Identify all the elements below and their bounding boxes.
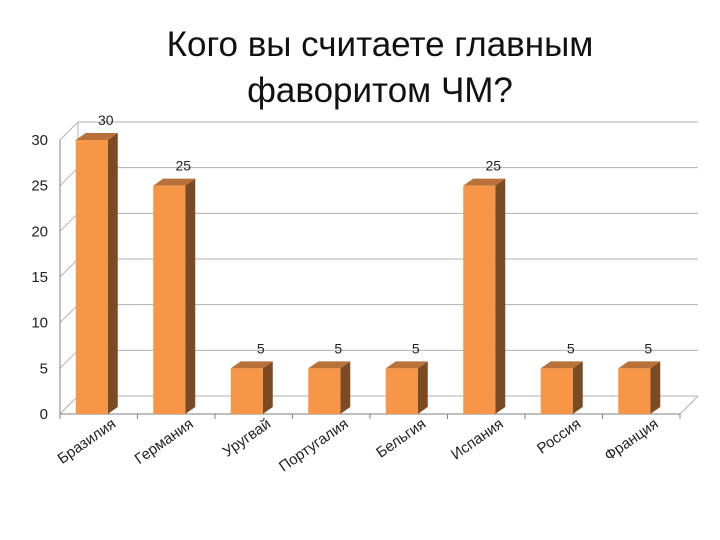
x-tick-label: Бельгия xyxy=(373,415,429,461)
bar xyxy=(463,185,496,414)
gridline-side xyxy=(59,395,79,415)
bar-side xyxy=(262,361,273,414)
bar-side xyxy=(340,361,351,414)
bar xyxy=(153,185,186,414)
data-label: 30 xyxy=(98,112,114,128)
bar-side xyxy=(495,178,506,414)
gridline-side xyxy=(59,167,79,187)
x-tick-label: Испания xyxy=(448,415,507,463)
y-tick-label: 30 xyxy=(31,132,48,149)
data-label: 25 xyxy=(175,158,191,174)
chart-title-line-2: фаворитом ЧМ? xyxy=(247,71,513,110)
data-label: 5 xyxy=(334,340,342,356)
data-label: 5 xyxy=(412,340,420,356)
data-label: 5 xyxy=(567,340,575,356)
bar-side xyxy=(185,178,196,414)
bar-top xyxy=(618,361,661,369)
bar-side xyxy=(650,361,661,414)
bar xyxy=(540,368,573,414)
bar xyxy=(385,368,418,414)
gridline-side xyxy=(59,212,79,232)
data-label: 25 xyxy=(485,158,501,174)
bar-top xyxy=(463,178,506,186)
bar xyxy=(75,140,108,414)
x-tick-label: Россия xyxy=(534,415,584,457)
bar-top xyxy=(540,361,583,369)
gridline-side xyxy=(59,121,79,141)
chart-title: Кого вы считаете главным фаворитом ЧМ? xyxy=(40,22,720,114)
bar-top xyxy=(153,178,196,186)
bar-side xyxy=(417,361,428,414)
bar-side xyxy=(572,361,583,414)
chart-title-line-1: Кого вы считаете главным xyxy=(166,25,594,64)
x-tick-label: Уругвай xyxy=(220,415,274,460)
bar xyxy=(308,368,341,414)
y-tick-label: 10 xyxy=(31,315,48,332)
bar-side xyxy=(107,133,118,414)
gridline-side xyxy=(59,349,79,369)
bar-top xyxy=(230,361,273,369)
gridline-side xyxy=(59,258,79,278)
bar-top xyxy=(385,361,428,369)
gridline-side xyxy=(59,304,79,324)
y-tick-label: 5 xyxy=(40,360,48,377)
x-tick-label: Франция xyxy=(601,415,661,464)
bar-top xyxy=(308,361,351,369)
data-label: 5 xyxy=(644,340,652,356)
x-tick-label: Бразилия xyxy=(55,415,120,467)
bar-top xyxy=(75,133,118,140)
y-tick-label: 20 xyxy=(31,223,48,240)
bar xyxy=(230,368,263,414)
y-tick-label: 25 xyxy=(31,178,48,195)
x-tick-label: Германия xyxy=(132,415,197,467)
bar xyxy=(618,368,651,414)
x-axis-end xyxy=(679,395,699,415)
x-tick-label: Португалия xyxy=(276,415,352,475)
y-tick-label: 0 xyxy=(40,406,48,423)
data-label: 5 xyxy=(257,340,265,356)
y-tick-label: 15 xyxy=(31,269,48,286)
